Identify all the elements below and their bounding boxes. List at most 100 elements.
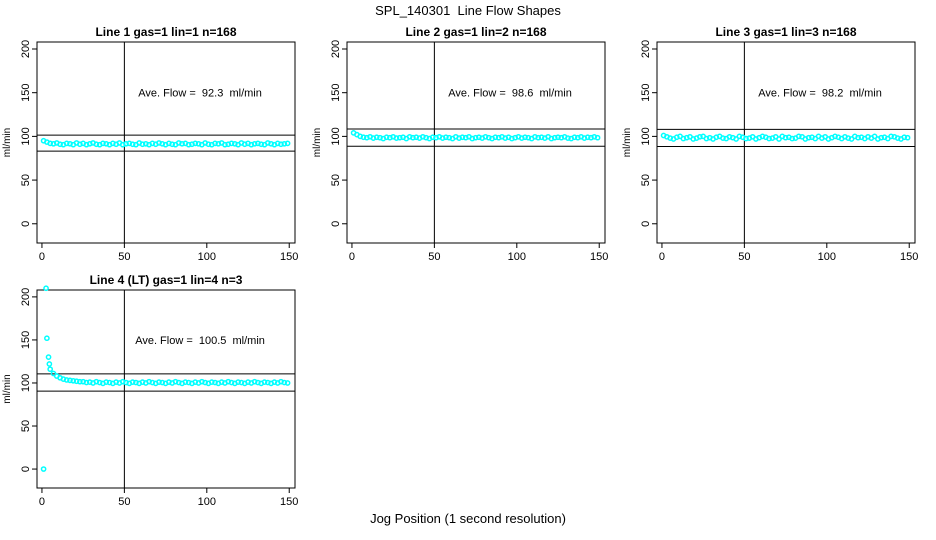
data-point [901,134,908,141]
x-tick-label: 100 [818,251,836,263]
data-point [743,135,749,142]
data-point [192,140,199,147]
data-point [848,136,855,142]
y-tick-label: 100 [330,127,342,145]
ave-flow-annotation: Ave. Flow = 92.3 ml/min [138,88,262,100]
data-point [47,140,54,147]
data-point [904,134,911,141]
data-point [139,141,146,148]
data-point [396,134,403,141]
y-tick-label: 150 [640,84,652,102]
data-point [251,140,258,147]
x-tick-label: 0 [39,496,45,508]
plot-box [346,41,606,244]
y-tick-label: 0 [640,221,652,227]
flow-panel-line4: Line 4 (LT) gas=1 lin=4 n=3 0 50 100 150 0 50 1… [0,268,318,520]
data-point [258,141,265,148]
y-axis-title: ml/min [2,128,13,157]
y-axis-title: ml/min [2,374,13,403]
data-point [278,141,284,148]
data-point [459,134,466,141]
flow-panel-line3: Line 3 gas=1 lin=3 n=168 0 50 100 150 0 50 100 1… [620,20,936,268]
data-point [222,141,228,148]
panel-title: Line 1 gas=1 lin=1 n=168 [95,25,236,39]
data-point [212,140,218,147]
ave-flow-annotation: Ave. Flow = 98.2 ml/min [758,88,882,100]
data-point [871,133,878,140]
data-point-outlier [45,354,52,360]
data-point [205,141,212,148]
x-tick-label: 50 [738,251,750,263]
data-point [522,134,528,141]
plot-box [36,41,296,244]
data-point [855,134,861,141]
data-point [179,140,185,147]
x-tick-label: 0 [659,251,665,263]
x-tick-label: 150 [900,251,918,263]
data-point-outlier [40,466,47,472]
data-point [281,140,288,147]
y-tick-label: 100 [640,127,652,145]
data-point [878,134,885,141]
ave-flow-annotation: Ave. Flow = 100.5 ml/min [135,335,265,347]
y-tick-label: 100 [20,374,32,392]
data-point [565,135,571,141]
data-point [208,379,215,385]
x-tick-label: 100 [508,251,526,263]
data-point [551,134,558,141]
data-point [284,380,291,386]
figure-title: SPL_140301 Line Flow Shapes [375,3,561,18]
y-tick-label: 100 [20,127,32,145]
data-point [67,377,73,384]
panel-title: Line 4 (LT) gas=1 lin=4 n=3 [90,273,243,287]
data-point [393,135,400,141]
x-tick-label: 150 [590,251,608,263]
x-axis-label: Jog Position (1 second resolution) [370,511,566,526]
data-point [555,134,561,141]
data-point [83,379,90,386]
flow-chart-svg: Line 1 gas=1 lin=1 n=168 0 50 100 150 0 50 100 1… [2,25,298,263]
data-point [182,379,189,385]
data-point [795,133,802,140]
data-point [93,141,100,148]
data-point-outlier [46,361,53,367]
x-tick-label: 0 [349,251,355,263]
y-tick-label: 50 [20,174,32,186]
y-tick-label: 150 [20,84,32,102]
data-point [373,134,380,141]
y-tick-label: 50 [20,420,32,432]
data-point [776,136,782,142]
data-point [63,140,70,147]
data-point [100,140,106,147]
x-tick-label: 0 [39,251,45,263]
data-point [410,134,416,141]
data-point [284,140,291,147]
data-point [261,379,268,385]
data-point [720,135,726,141]
x-tick-label: 50 [118,251,130,263]
data-point [805,134,812,141]
ave-flow-annotation: Ave. Flow = 98.6 ml/min [448,88,572,100]
data-point [235,379,241,385]
y-tick-label: 150 [330,84,342,102]
data-point [492,134,499,141]
data-point [185,141,192,148]
data-point [169,141,176,148]
data-point [228,140,235,147]
data-point [47,366,54,373]
y-tick-label: 200 [20,40,32,58]
data-point [129,379,136,385]
y-tick-label: 150 [20,331,32,349]
y-tick-label: 0 [20,221,32,227]
data-point [281,379,288,386]
data-point [103,379,110,385]
data-point-outlier [44,335,50,342]
data-point [766,135,772,142]
data-point [360,134,367,141]
x-tick-label: 50 [428,251,440,263]
y-tick-label: 0 [20,466,32,472]
data-point-outlier [43,285,49,292]
y-axis-title: ml/min [312,128,323,157]
flow-chart-svg: Line 4 (LT) gas=1 lin=4 n=3 0 50 100 150 0 50 1… [2,273,298,508]
data-point [733,136,739,142]
